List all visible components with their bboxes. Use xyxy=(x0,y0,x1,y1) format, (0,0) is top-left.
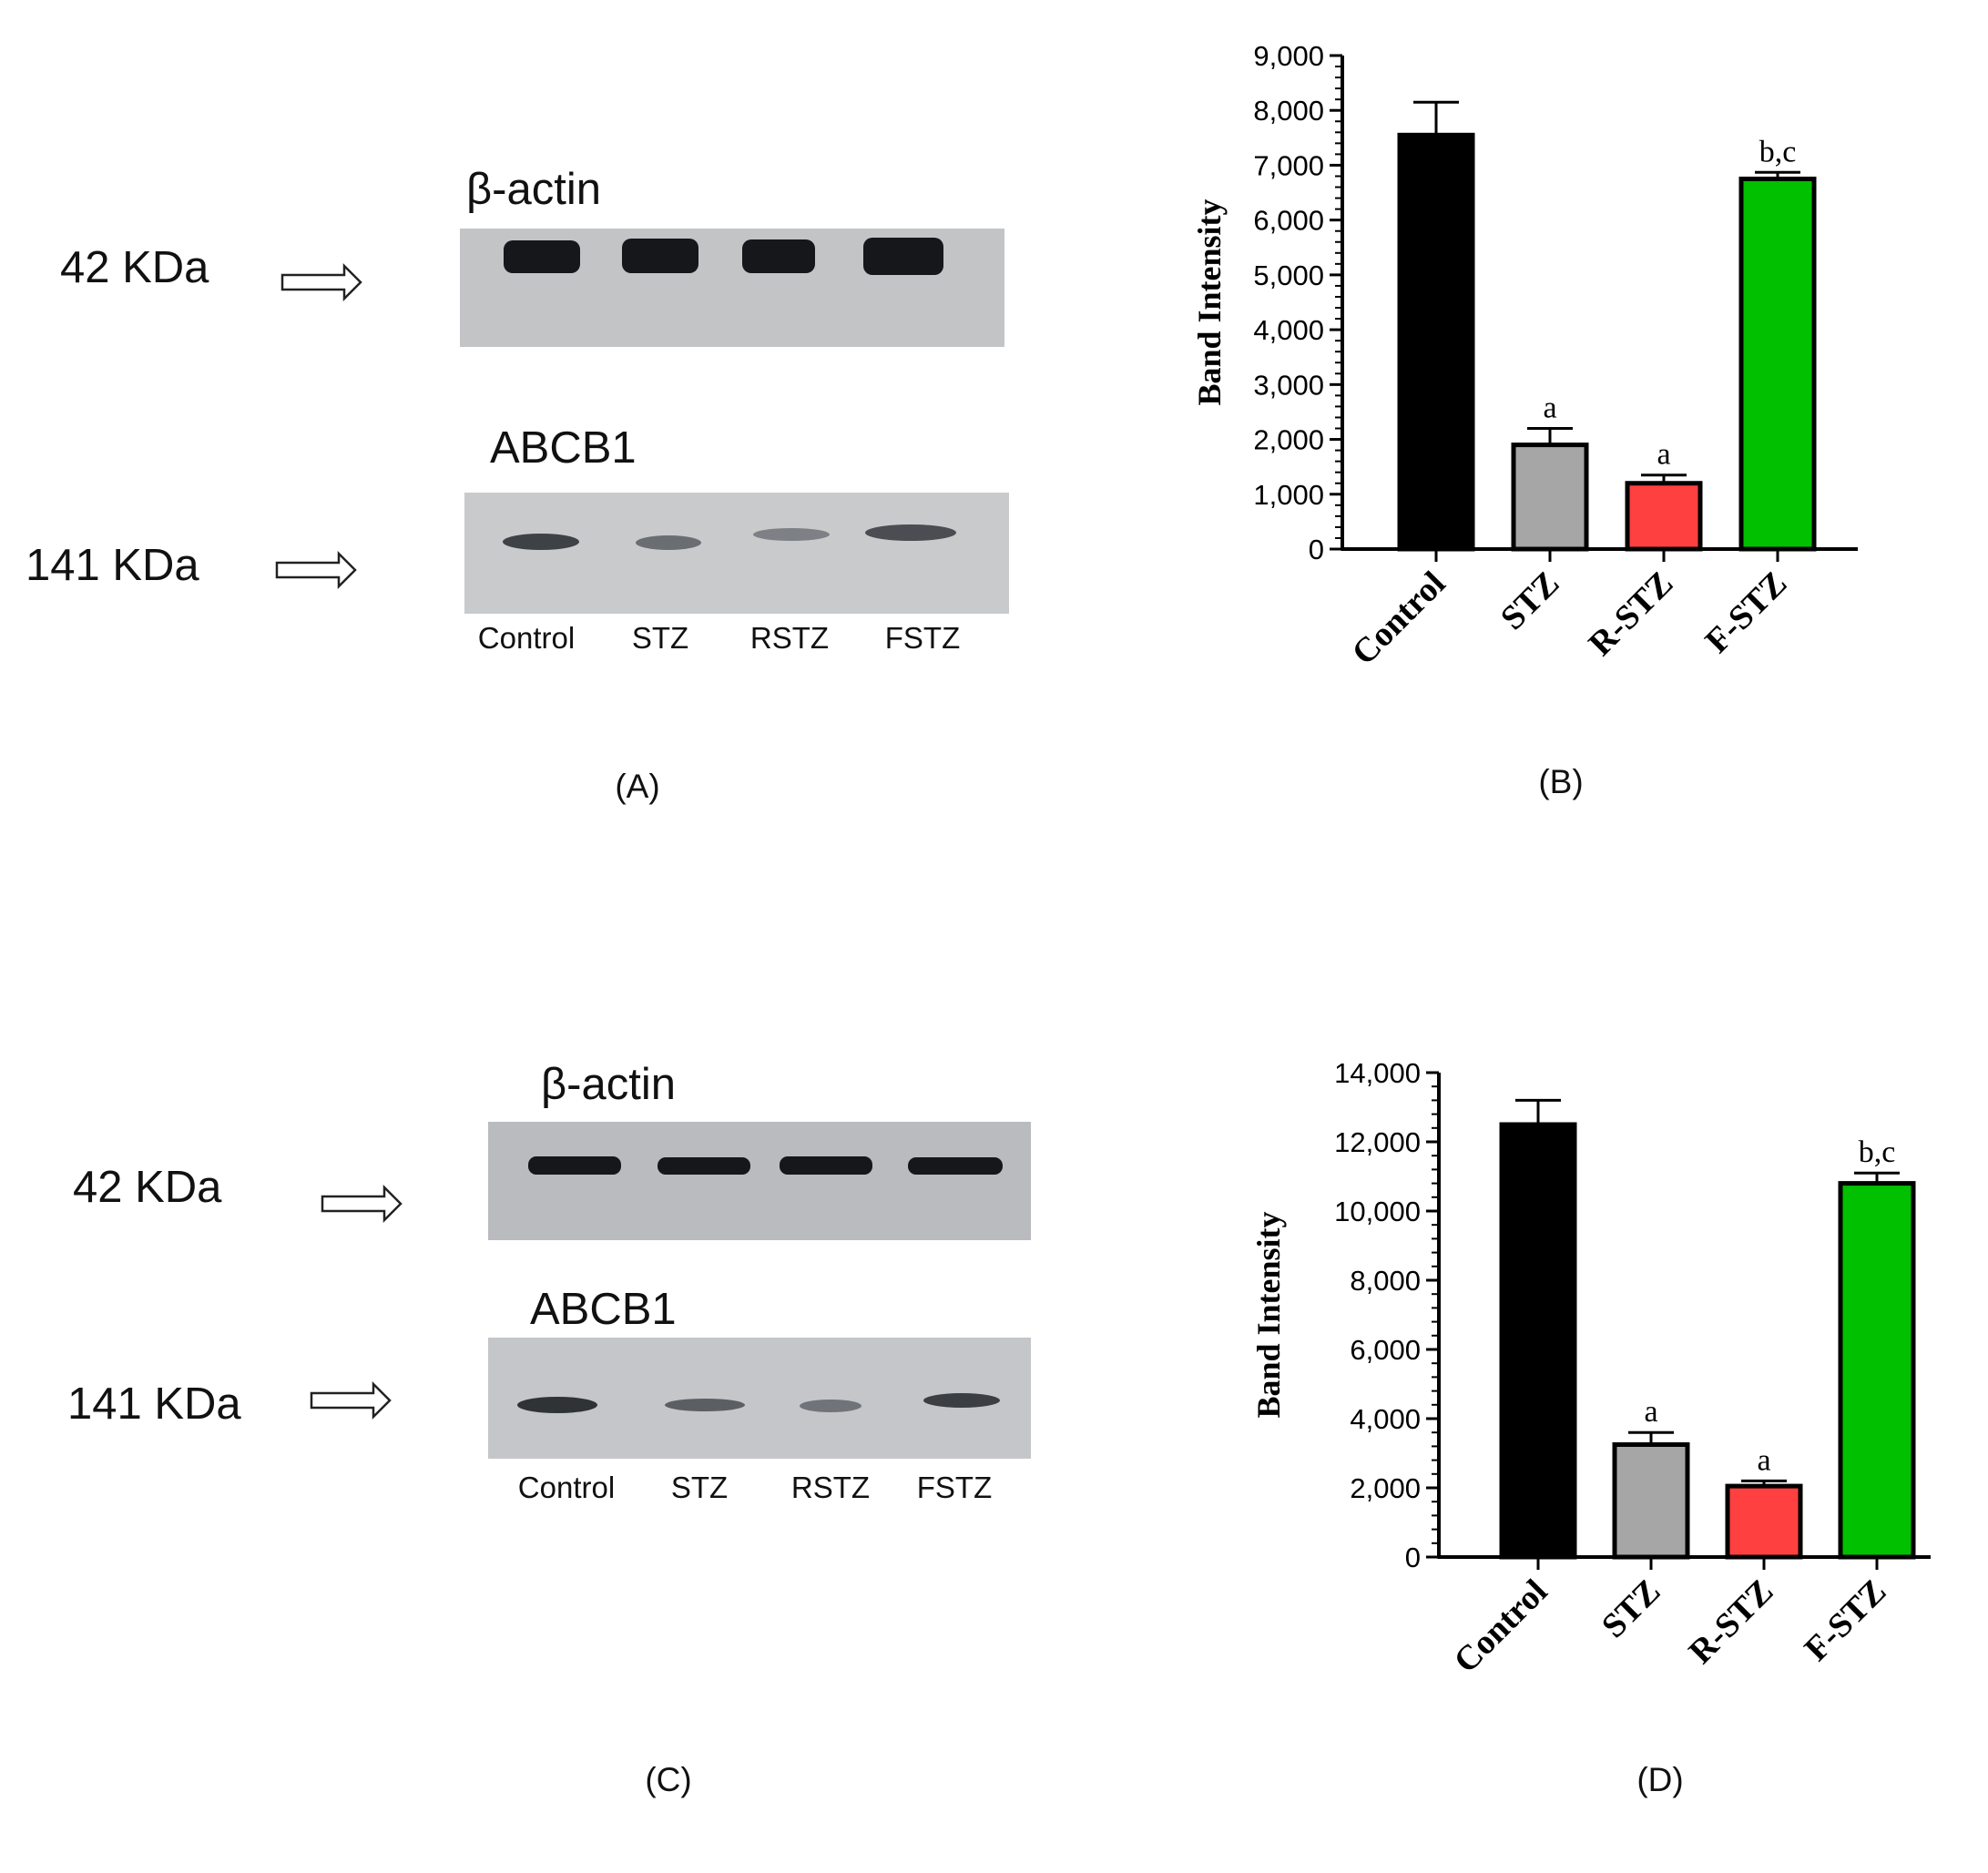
chart-b: 0 1,000 2,000 3,000 4,000 5,000 6,000 7,000 8,00… xyxy=(1191,40,1858,673)
y-tick-label: 1,000 xyxy=(1253,479,1324,511)
significance-label: a xyxy=(1644,1395,1657,1429)
y-tick-label: 5,000 xyxy=(1253,260,1324,291)
panel-label-d: (D) xyxy=(1636,1761,1684,1798)
x-tick-label: F-STZ xyxy=(1798,1573,1894,1669)
x-tick-label: Control xyxy=(1345,565,1453,673)
significance-label: a xyxy=(1657,438,1670,472)
bar xyxy=(1397,132,1475,552)
lane-label: FSTZ xyxy=(916,1471,993,1504)
panel-label-b: (B) xyxy=(1538,763,1584,800)
bar xyxy=(1625,481,1703,552)
y-axis-label: Band Intensity xyxy=(1191,198,1228,405)
bar xyxy=(1612,1442,1690,1560)
blot-a-name-abcb1: ABCB1 xyxy=(490,423,637,473)
lane-label: FSTZ xyxy=(884,621,961,655)
y-tick-label: 0 xyxy=(1309,534,1324,565)
bar xyxy=(1511,443,1589,552)
bar xyxy=(1738,177,1817,552)
blot-a-kda-abcb1: 141 KDa xyxy=(25,541,199,590)
y-tick-label: 2,000 xyxy=(1350,1472,1421,1504)
panel-label-c: (C) xyxy=(645,1761,692,1798)
y-tick-label: 9,000 xyxy=(1253,40,1324,72)
blot-c-abcb1 xyxy=(488,1338,1031,1459)
blot-a-name-actin: β-actin xyxy=(466,165,602,214)
y-tick-label: 4,000 xyxy=(1253,314,1324,346)
lane-label: STZ xyxy=(670,1471,729,1504)
lane-label: Control xyxy=(477,621,576,655)
x-tick-label: R-STZ xyxy=(1582,565,1681,664)
y-tick-label: 6,000 xyxy=(1253,205,1324,237)
bar xyxy=(1725,1483,1803,1560)
y-tick-label: 10,000 xyxy=(1334,1196,1421,1227)
significance-label: b,c xyxy=(1759,135,1797,168)
y-tick-label: 7,000 xyxy=(1253,149,1324,181)
y-tick-label: 0 xyxy=(1405,1542,1421,1573)
lane-label: Control xyxy=(517,1471,616,1504)
blot-a-actin xyxy=(460,229,1004,347)
bar xyxy=(1499,1122,1577,1560)
significance-label: a xyxy=(1543,392,1556,425)
y-tick-label: 8,000 xyxy=(1350,1265,1421,1297)
lane-label: RSTZ xyxy=(790,1471,871,1504)
arrow-icon xyxy=(275,550,357,590)
y-axis-label: Band Intensity xyxy=(1250,1211,1287,1418)
y-tick-label: 3,000 xyxy=(1253,369,1324,401)
lane-label: RSTZ xyxy=(749,621,830,655)
blot-c-kda-actin: 42 KDa xyxy=(73,1163,222,1212)
y-tick-label: 6,000 xyxy=(1350,1334,1421,1366)
y-tick-label: 4,000 xyxy=(1350,1403,1421,1435)
panel-label-a: (A) xyxy=(615,768,660,805)
significance-label: a xyxy=(1757,1443,1770,1477)
blot-c-name-abcb1: ABCB1 xyxy=(530,1285,677,1334)
significance-label: b,c xyxy=(1859,1135,1896,1169)
blot-a-kda-actin: 42 KDa xyxy=(60,243,209,292)
y-tick-label: 2,000 xyxy=(1253,424,1324,456)
arrow-icon xyxy=(321,1184,403,1224)
x-tick-label: Control xyxy=(1447,1573,1555,1681)
y-tick-label: 12,000 xyxy=(1334,1126,1421,1158)
lane-label: STZ xyxy=(631,621,689,655)
bar xyxy=(1838,1181,1916,1560)
y-tick-label: 14,000 xyxy=(1334,1057,1421,1089)
blot-c-name-actin: β-actin xyxy=(541,1060,677,1109)
x-tick-label: F-STZ xyxy=(1698,565,1795,661)
blot-a-abcb1 xyxy=(464,493,1009,614)
x-tick-label: STZ xyxy=(1595,1573,1667,1645)
blot-c-kda-abcb1: 141 KDa xyxy=(67,1379,241,1429)
blot-c-actin xyxy=(488,1122,1031,1240)
x-tick-label: R-STZ xyxy=(1682,1573,1781,1672)
y-tick-label: 8,000 xyxy=(1253,95,1324,127)
arrow-icon xyxy=(280,262,362,302)
x-tick-label: STZ xyxy=(1494,565,1566,637)
arrow-icon xyxy=(310,1380,392,1420)
chart-d: 0 2,000 4,000 6,000 8,000 10,000 12,000 14,000 B… xyxy=(1250,1057,1931,1681)
